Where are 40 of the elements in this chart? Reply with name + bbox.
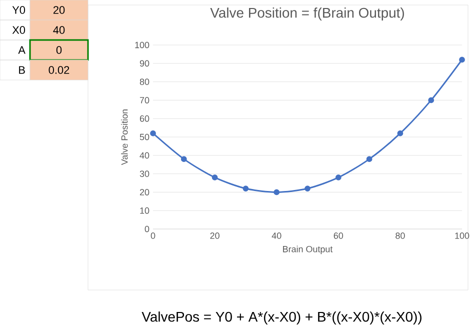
text: ValvePos = Y0 + A*(x-X0) + B*((x-X0)*(x-X0)) [142, 312, 422, 324]
y-tick-label: 40 [140, 152, 150, 159]
text: 20 [53, 6, 65, 14]
point [428, 97, 434, 104]
point [274, 189, 280, 196]
y-tick-label: 10 [140, 207, 150, 214]
x-tick-label: 0 [150, 232, 156, 239]
point [366, 156, 372, 162]
x-tick-label: 20 [210, 232, 220, 239]
chart-title: Valve Position = f(Brain Output) [210, 7, 404, 20]
text: 0 [56, 46, 62, 54]
x-tick-label: 40 [272, 232, 282, 239]
point [397, 130, 404, 136]
point [150, 130, 156, 136]
y-axis-title: Valve Position [121, 110, 128, 166]
y-tick-label: 70 [140, 97, 150, 104]
point [212, 174, 218, 180]
text: A [18, 46, 26, 54]
text: 0.02 [48, 66, 70, 74]
y-tick-label: 60 [140, 115, 150, 122]
y-tick-label: 80 [140, 78, 150, 85]
text: B [19, 66, 25, 74]
text: 40 [53, 26, 65, 34]
y-tick-label: 0 [144, 226, 150, 232]
y-tick-label: 90 [140, 60, 150, 67]
point [459, 56, 465, 63]
x-tick-label: 60 [334, 232, 344, 239]
point [242, 186, 249, 192]
y-tick-label: 50 [140, 134, 150, 140]
y-tick-label: 20 [140, 189, 150, 196]
point [335, 174, 342, 180]
x-tick-label: 80 [396, 232, 405, 239]
x-tick-label: 100 [455, 232, 470, 239]
y-tick-label: 30 [140, 170, 150, 177]
x-axis-title: Brain Output [283, 246, 333, 254]
point [304, 186, 310, 192]
y-tick-label: 100 [135, 42, 150, 48]
point [180, 156, 187, 162]
text: X0 [12, 26, 26, 34]
text: Y0 [12, 6, 26, 14]
